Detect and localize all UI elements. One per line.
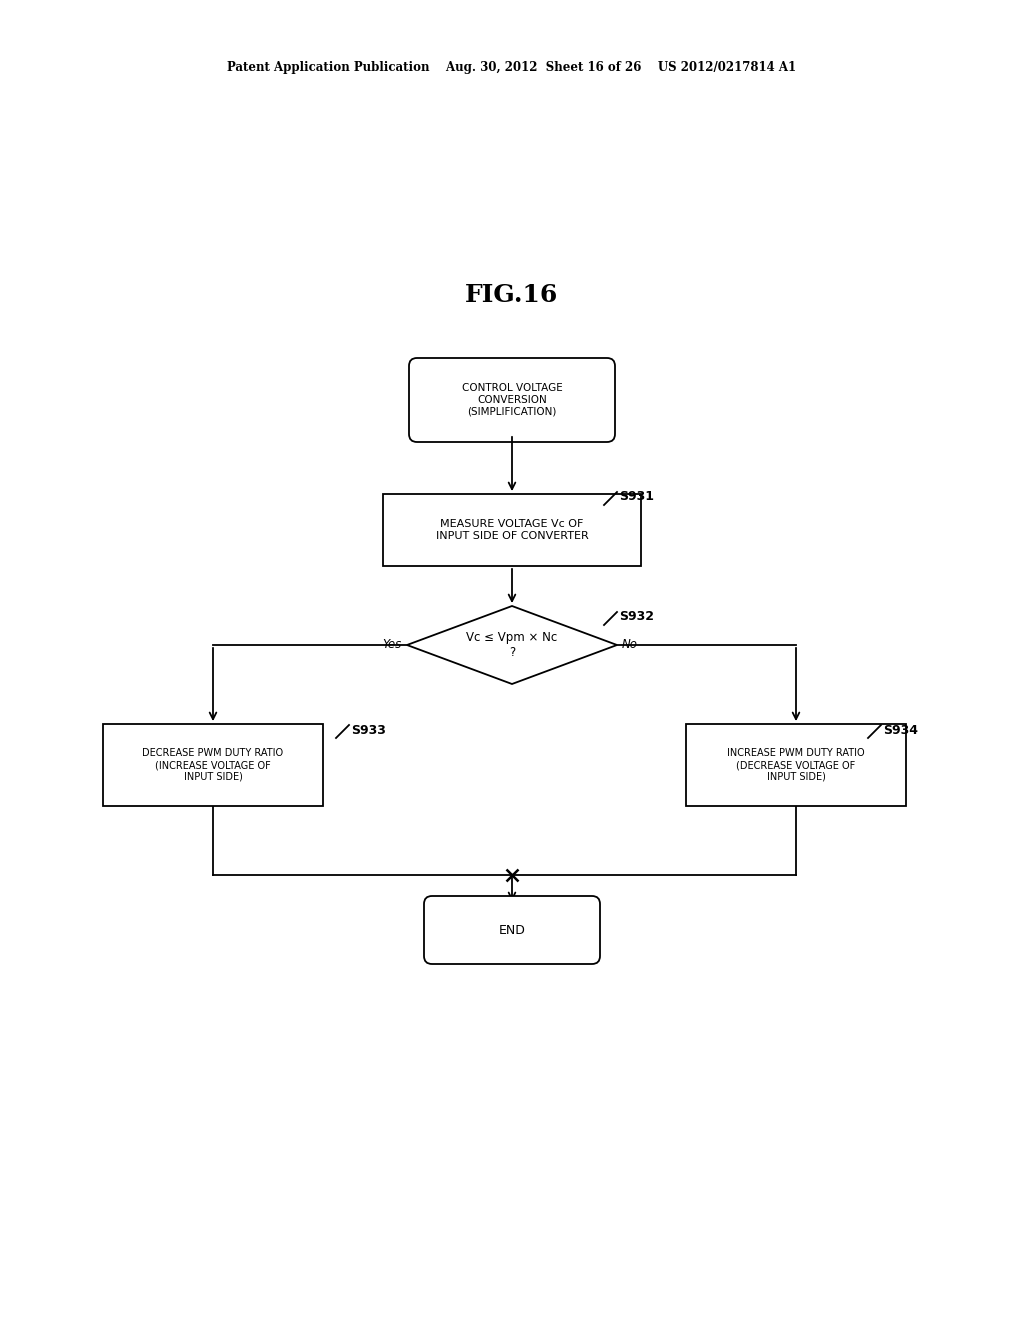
Text: S933: S933: [351, 723, 386, 737]
Text: Yes: Yes: [383, 639, 402, 652]
Text: DECREASE PWM DUTY RATIO
(INCREASE VOLTAGE OF
INPUT SIDE): DECREASE PWM DUTY RATIO (INCREASE VOLTAG…: [142, 748, 284, 781]
Text: Patent Application Publication    Aug. 30, 2012  Sheet 16 of 26    US 2012/02178: Patent Application Publication Aug. 30, …: [227, 62, 797, 74]
Text: S932: S932: [618, 610, 654, 623]
Text: CONTROL VOLTAGE
CONVERSION
(SIMPLIFICATION): CONTROL VOLTAGE CONVERSION (SIMPLIFICATI…: [462, 383, 562, 417]
FancyBboxPatch shape: [424, 896, 600, 964]
Text: END: END: [499, 924, 525, 936]
Text: FIG.16: FIG.16: [465, 282, 559, 308]
Polygon shape: [407, 606, 617, 684]
Text: Vc ≤ Vpm × Nc
?: Vc ≤ Vpm × Nc ?: [466, 631, 558, 659]
Bar: [383, 494, 641, 566]
Text: MEASURE VOLTAGE Vc OF
INPUT SIDE OF CONVERTER: MEASURE VOLTAGE Vc OF INPUT SIDE OF CONV…: [435, 519, 589, 541]
Text: INCREASE PWM DUTY RATIO
(DECREASE VOLTAGE OF
INPUT SIDE): INCREASE PWM DUTY RATIO (DECREASE VOLTAG…: [727, 748, 865, 781]
Text: No: No: [622, 639, 638, 652]
FancyBboxPatch shape: [409, 358, 615, 442]
Bar: [103, 723, 323, 807]
Text: S931: S931: [618, 491, 654, 503]
Text: S934: S934: [883, 723, 918, 737]
Bar: [686, 723, 906, 807]
